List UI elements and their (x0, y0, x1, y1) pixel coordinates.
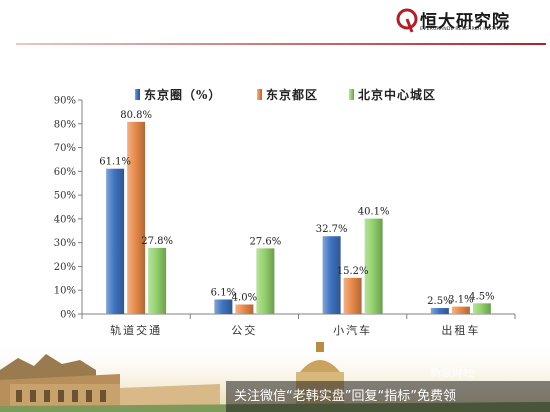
legend-label: 东京都区 (266, 87, 318, 102)
y-axis: 0% 10% 20% 30% 40% 50% 60% 70% 80% 90% (54, 96, 83, 321)
data-labels: 61.1% 80.8% 27.8% 6.1%4.0% 27.6% 32.7% 15.2% 40… (99, 110, 494, 307)
data-label: 3.1% (448, 295, 473, 306)
data-label: 27.8% (141, 236, 173, 247)
y-tick-label: 40% (54, 214, 76, 225)
y-tick-label: 90% (54, 96, 76, 107)
y-tick-label: 80% (54, 119, 76, 130)
bar (322, 236, 341, 314)
watermark: 新浪财经 (430, 366, 474, 379)
data-label: 4.0% (232, 292, 257, 303)
x-category-label: 公交 (231, 323, 257, 337)
data-label: 61.1% (99, 157, 131, 168)
logo-text: 恒大研究院 (420, 12, 510, 32)
y-tick-label: 60% (54, 167, 76, 178)
x-axis: 轨道交通 公交 小汽车 出租车 (81, 313, 516, 337)
bar (106, 168, 125, 314)
bar (451, 306, 470, 314)
data-label: 32.7% (316, 224, 348, 235)
bar (256, 248, 275, 314)
logo-emblem-icon (396, 8, 418, 33)
y-tick-label: 50% (54, 191, 76, 202)
bar (343, 277, 362, 314)
legend-swatch (135, 89, 140, 100)
legend-label: 北京中心城区 (358, 87, 436, 102)
y-tick-label: 20% (54, 262, 76, 273)
x-category-label: 出租车 (441, 323, 480, 337)
x-category-label: 轨道交通 (110, 323, 162, 337)
header: 恒大研究院 EVERGRANDE RESEARCH INSTITUTE (0, 0, 550, 46)
data-label: 15.2% (337, 266, 369, 277)
logo: 恒大研究院 EVERGRANDE RESEARCH INSTITUTE (396, 6, 546, 38)
legend-swatch (349, 89, 354, 100)
x-category-label: 小汽车 (333, 323, 372, 337)
data-label: 6.1% (211, 287, 236, 298)
bar (235, 304, 254, 314)
bar (214, 299, 233, 314)
data-label: 27.6% (249, 236, 281, 247)
y-tick-label: 70% (54, 143, 76, 154)
legend: 东京圈（%） 东京都区 北京中心城区 (135, 87, 436, 102)
promo-banner[interactable]: 关注微信“老韩实盘”回复“指标”免费领 (226, 381, 550, 412)
bar (364, 218, 383, 314)
y-tick-label: 0% (60, 310, 76, 321)
legend-swatch (257, 89, 262, 100)
logo-subtitle: EVERGRANDE RESEARCH INSTITUTE (420, 27, 509, 32)
bars (106, 121, 491, 315)
data-label: 40.1% (358, 207, 390, 218)
y-tick-label: 30% (54, 238, 76, 249)
data-label: 4.5% (469, 291, 494, 302)
bar (127, 121, 146, 315)
data-label: 80.8% (120, 110, 152, 121)
bar (430, 308, 449, 314)
header-rule (16, 43, 546, 45)
data-label: 2.5% (427, 296, 452, 307)
legend-label: 东京圈（%） (144, 87, 221, 102)
y-tick-label: 10% (54, 286, 76, 297)
bar (148, 247, 167, 314)
bar (472, 303, 491, 314)
